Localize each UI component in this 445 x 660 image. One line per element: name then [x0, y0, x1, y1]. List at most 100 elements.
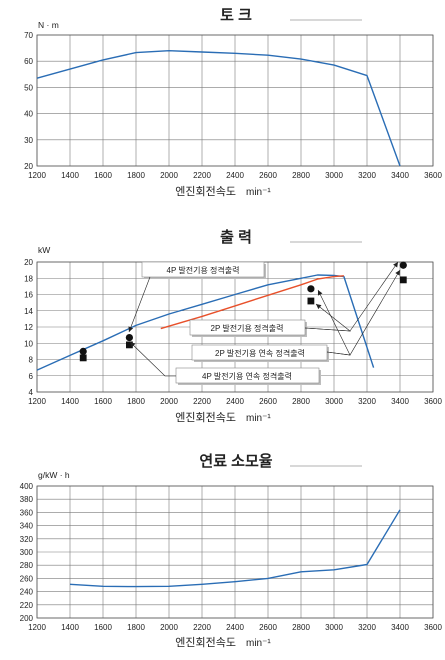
y-tick-label: 70 — [24, 31, 33, 40]
chart-3: 연료 소모율 g/kW · h 1200 1400 1600 1800 2000 2200 24… — [20, 453, 443, 649]
y-tick-label: 6 — [29, 372, 34, 381]
y-tick-label: 12 — [24, 323, 33, 332]
y-tick-label: 240 — [20, 588, 34, 597]
y-tick-label: 320 — [20, 535, 34, 544]
y-tick-label: 200 — [20, 614, 34, 623]
x-tick-label: 3200 — [358, 623, 376, 632]
annotation-box — [175, 367, 320, 384]
rated-output-circle-marker — [79, 347, 87, 355]
x-tick-label: 1800 — [127, 171, 145, 180]
annotation-leader-line — [129, 341, 176, 377]
x-axis-label: 엔진회전속도 — [175, 411, 236, 424]
y-tick-label: 340 — [20, 522, 34, 531]
x-axis-label: 엔진회전속도 — [175, 636, 236, 649]
y-tick-label: 14 — [24, 307, 33, 316]
y-tick-label: 220 — [20, 601, 34, 610]
y-tick-label: 60 — [24, 57, 33, 66]
y-axis-unit-label: N · m — [38, 20, 59, 30]
series-line-1 — [36, 274, 375, 371]
rated-output-circle-marker — [307, 285, 315, 293]
x-tick-label: 1200 — [28, 171, 46, 180]
x-tick-label: 1400 — [61, 397, 79, 406]
y-tick-label: 50 — [24, 83, 33, 92]
x-tick-label: 3600 — [424, 397, 442, 406]
x-tick-label: 2400 — [226, 623, 244, 632]
x-axis-label: 엔진회전속도 — [175, 185, 236, 198]
annotation-arrowhead — [130, 342, 136, 348]
annotation-leader-line — [304, 303, 351, 332]
x-tick-label: 2400 — [226, 397, 244, 406]
y-tick-label: 360 — [20, 508, 34, 517]
x-tick-label: 1600 — [94, 397, 112, 406]
annotation-arrowhead — [393, 262, 398, 268]
annotation-label: 2P 발전기용 연속 정격출력 — [215, 348, 305, 358]
y-tick-label: 40 — [24, 110, 33, 119]
x-tick-label: 1400 — [61, 171, 79, 180]
x-tick-label: 2000 — [160, 171, 178, 180]
annotation-arrowhead — [317, 290, 323, 296]
rated-output-square-marker — [79, 354, 87, 362]
y-tick-label: 16 — [24, 291, 33, 300]
plot-frame — [36, 485, 434, 619]
annotation-arrowhead — [128, 326, 134, 332]
y-tick-label: 30 — [24, 136, 33, 145]
x-axis-unit: min⁻¹ — [246, 413, 271, 424]
y-tick-label: 300 — [20, 548, 34, 557]
series-line-2 — [160, 275, 344, 330]
x-tick-label: 1200 — [28, 623, 46, 632]
rated-output-square-marker — [126, 341, 133, 349]
rated-output-circle-marker — [399, 261, 407, 269]
rated-output-square-marker — [307, 297, 315, 305]
annotation-leader-line — [128, 276, 151, 333]
annotation-leader-line — [304, 261, 399, 332]
x-tick-label: 2200 — [193, 623, 211, 632]
y-tick-label: 10 — [24, 339, 33, 348]
x-tick-label: 3600 — [424, 623, 442, 632]
x-tick-label: 2600 — [259, 171, 277, 180]
chart-title: 토 크 — [220, 7, 252, 24]
annotation-leader-line — [326, 269, 401, 356]
x-tick-label: 2000 — [160, 397, 178, 406]
y-tick-label: 260 — [20, 574, 34, 583]
chart-title: 연료 소모율 — [199, 453, 272, 470]
x-tick-label: 2200 — [193, 397, 211, 406]
x-tick-label: 3200 — [358, 171, 376, 180]
x-tick-label: 2200 — [193, 171, 211, 180]
x-tick-label: 3400 — [391, 623, 409, 632]
x-tick-label: 3400 — [391, 171, 409, 180]
x-tick-label: 1600 — [94, 623, 112, 632]
x-tick-label: 3200 — [358, 397, 376, 406]
x-tick-label: 2600 — [259, 623, 277, 632]
x-tick-label: 3000 — [325, 397, 343, 406]
x-tick-label: 3400 — [391, 397, 409, 406]
rated-output-square-marker — [399, 276, 407, 284]
series-line-1 — [69, 509, 401, 588]
x-tick-label: 2400 — [226, 171, 244, 180]
x-tick-label: 3600 — [424, 171, 442, 180]
x-tick-label: 2600 — [259, 397, 277, 406]
annotation-box — [189, 319, 306, 336]
y-axis-unit-label: kW — [38, 245, 50, 255]
x-tick-label: 1600 — [94, 171, 112, 180]
annotation-arrowhead — [316, 304, 322, 310]
y-tick-label: 8 — [29, 356, 34, 365]
x-tick-label: 1800 — [127, 397, 145, 406]
x-tick-label: 1400 — [61, 623, 79, 632]
x-axis-unit: min⁻¹ — [246, 638, 271, 649]
x-axis-unit: min⁻¹ — [246, 187, 271, 198]
y-tick-label: 380 — [20, 495, 34, 504]
y-tick-label: 400 — [20, 482, 34, 491]
annotation-box — [141, 261, 265, 278]
x-tick-label: 2800 — [292, 171, 310, 180]
x-tick-label: 2800 — [292, 623, 310, 632]
chart-title: 출 력 — [220, 228, 252, 246]
x-tick-label: 3000 — [325, 171, 343, 180]
annotation-box — [191, 344, 328, 361]
series-line-1 — [36, 50, 401, 167]
chart-2: 출 력 kW 1200 1400 1600 1800 2000 2200 2400 2600 280… — [24, 228, 442, 424]
x-tick-label: 3000 — [325, 623, 343, 632]
x-tick-label: 2000 — [160, 623, 178, 632]
plot-frame — [36, 34, 434, 167]
